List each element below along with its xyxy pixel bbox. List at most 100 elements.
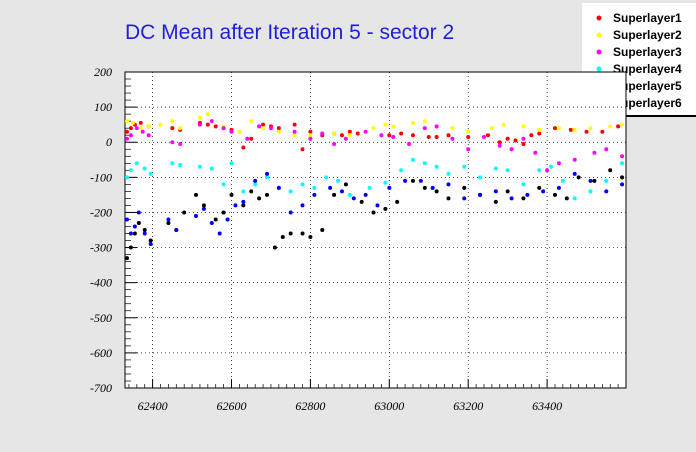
legend-label-superlayer5: Superlayer5 <box>613 79 682 93</box>
point-superlayer2 <box>501 122 506 127</box>
point-superlayer3 <box>604 147 609 152</box>
point-superlayer4 <box>521 182 526 187</box>
point-superlayer6 <box>375 203 380 208</box>
point-superlayer6 <box>446 182 451 187</box>
point-superlayer3 <box>332 141 337 146</box>
point-superlayer1 <box>521 141 526 146</box>
point-superlayer1 <box>205 122 210 127</box>
point-superlayer6 <box>403 178 408 183</box>
point-superlayer4 <box>265 175 270 180</box>
point-superlayer6 <box>418 178 423 183</box>
point-superlayer5 <box>280 235 285 240</box>
legend-marker-superlayer3 <box>596 49 602 55</box>
point-superlayer4 <box>142 166 147 171</box>
point-superlayer4 <box>300 182 305 187</box>
point-superlayer2 <box>170 119 175 124</box>
point-superlayer6 <box>265 171 270 176</box>
point-superlayer5 <box>410 178 415 183</box>
point-superlayer4 <box>347 192 352 197</box>
point-superlayer5 <box>182 210 187 215</box>
point-superlayer4 <box>537 168 542 173</box>
point-superlayer6 <box>174 228 179 232</box>
point-superlayer1 <box>276 126 281 131</box>
point-superlayer2 <box>332 131 337 136</box>
point-superlayer5 <box>462 185 467 190</box>
point-superlayer2 <box>608 124 613 129</box>
point-superlayer6 <box>241 199 246 204</box>
point-superlayer5 <box>505 189 510 194</box>
point-superlayer6 <box>253 178 258 183</box>
point-superlayer3 <box>407 141 412 146</box>
point-superlayer5 <box>124 256 129 261</box>
point-superlayer2 <box>237 129 242 134</box>
point-superlayer6 <box>556 185 561 190</box>
point-superlayer1 <box>568 127 573 132</box>
point-superlayer2 <box>383 122 388 127</box>
y-tick-label: -600 <box>90 346 112 360</box>
point-superlayer5 <box>592 178 597 183</box>
point-superlayer5 <box>132 231 137 236</box>
point-superlayer2 <box>205 112 210 117</box>
point-superlayer5 <box>241 203 246 208</box>
point-superlayer1 <box>446 133 451 138</box>
point-superlayer3 <box>140 129 145 134</box>
x-tick-label: 63400 <box>532 399 562 413</box>
point-superlayer3 <box>245 136 250 141</box>
point-superlayer5 <box>128 245 133 250</box>
y-tick-label: -100 <box>90 170 112 184</box>
point-superlayer6 <box>132 224 137 229</box>
point-superlayer5 <box>201 203 206 208</box>
point-superlayer3 <box>343 136 348 141</box>
point-superlayer1 <box>138 120 143 125</box>
point-superlayer5 <box>332 192 337 197</box>
point-superlayer2 <box>556 126 561 131</box>
point-superlayer5 <box>564 196 569 201</box>
point-superlayer2 <box>276 129 281 134</box>
point-superlayer3 <box>422 126 427 131</box>
point-superlayer5 <box>343 182 348 187</box>
point-superlayer1 <box>410 133 415 138</box>
y-tick-label: -400 <box>90 276 112 290</box>
point-superlayer3 <box>572 157 577 162</box>
point-superlayer1 <box>241 145 246 150</box>
point-superlayer6 <box>209 220 214 225</box>
point-superlayer2 <box>146 124 151 129</box>
point-superlayer2 <box>261 126 266 131</box>
point-superlayer2 <box>410 120 415 125</box>
data-points <box>124 112 625 261</box>
point-superlayer2 <box>391 124 396 129</box>
point-superlayer4 <box>434 164 439 169</box>
point-superlayer5 <box>395 199 400 204</box>
point-superlayer4 <box>128 168 133 173</box>
point-superlayer6 <box>312 192 317 197</box>
point-superlayer4 <box>446 171 451 176</box>
point-superlayer1 <box>600 129 605 134</box>
x-tick-label: 62400 <box>138 399 168 413</box>
point-superlayer6 <box>387 185 392 190</box>
point-superlayer4 <box>422 161 427 166</box>
point-superlayer1 <box>466 134 471 139</box>
point-superlayer4 <box>604 178 609 183</box>
point-superlayer4 <box>588 189 593 194</box>
point-superlayer3 <box>556 161 561 166</box>
point-superlayer4 <box>312 185 317 190</box>
legend-marker-superlayer4 <box>596 66 602 72</box>
point-superlayer4 <box>478 175 483 180</box>
point-superlayer1 <box>355 131 360 136</box>
point-superlayer5 <box>493 199 498 204</box>
point-superlayer3 <box>209 119 214 124</box>
y-tick-label: -700 <box>90 381 112 395</box>
point-superlayer4 <box>229 161 234 166</box>
point-superlayer1 <box>552 126 557 131</box>
point-superlayer4 <box>253 182 258 187</box>
point-superlayer3 <box>434 124 439 129</box>
point-superlayer5 <box>434 189 439 194</box>
point-superlayer5 <box>620 175 625 180</box>
point-superlayer4 <box>493 166 498 171</box>
point-superlayer5 <box>265 192 270 197</box>
point-superlayer4 <box>549 164 554 169</box>
point-superlayer4 <box>124 175 129 180</box>
x-tick-label: 62800 <box>295 399 325 413</box>
point-superlayer5 <box>359 199 364 204</box>
point-superlayer3 <box>481 134 486 139</box>
